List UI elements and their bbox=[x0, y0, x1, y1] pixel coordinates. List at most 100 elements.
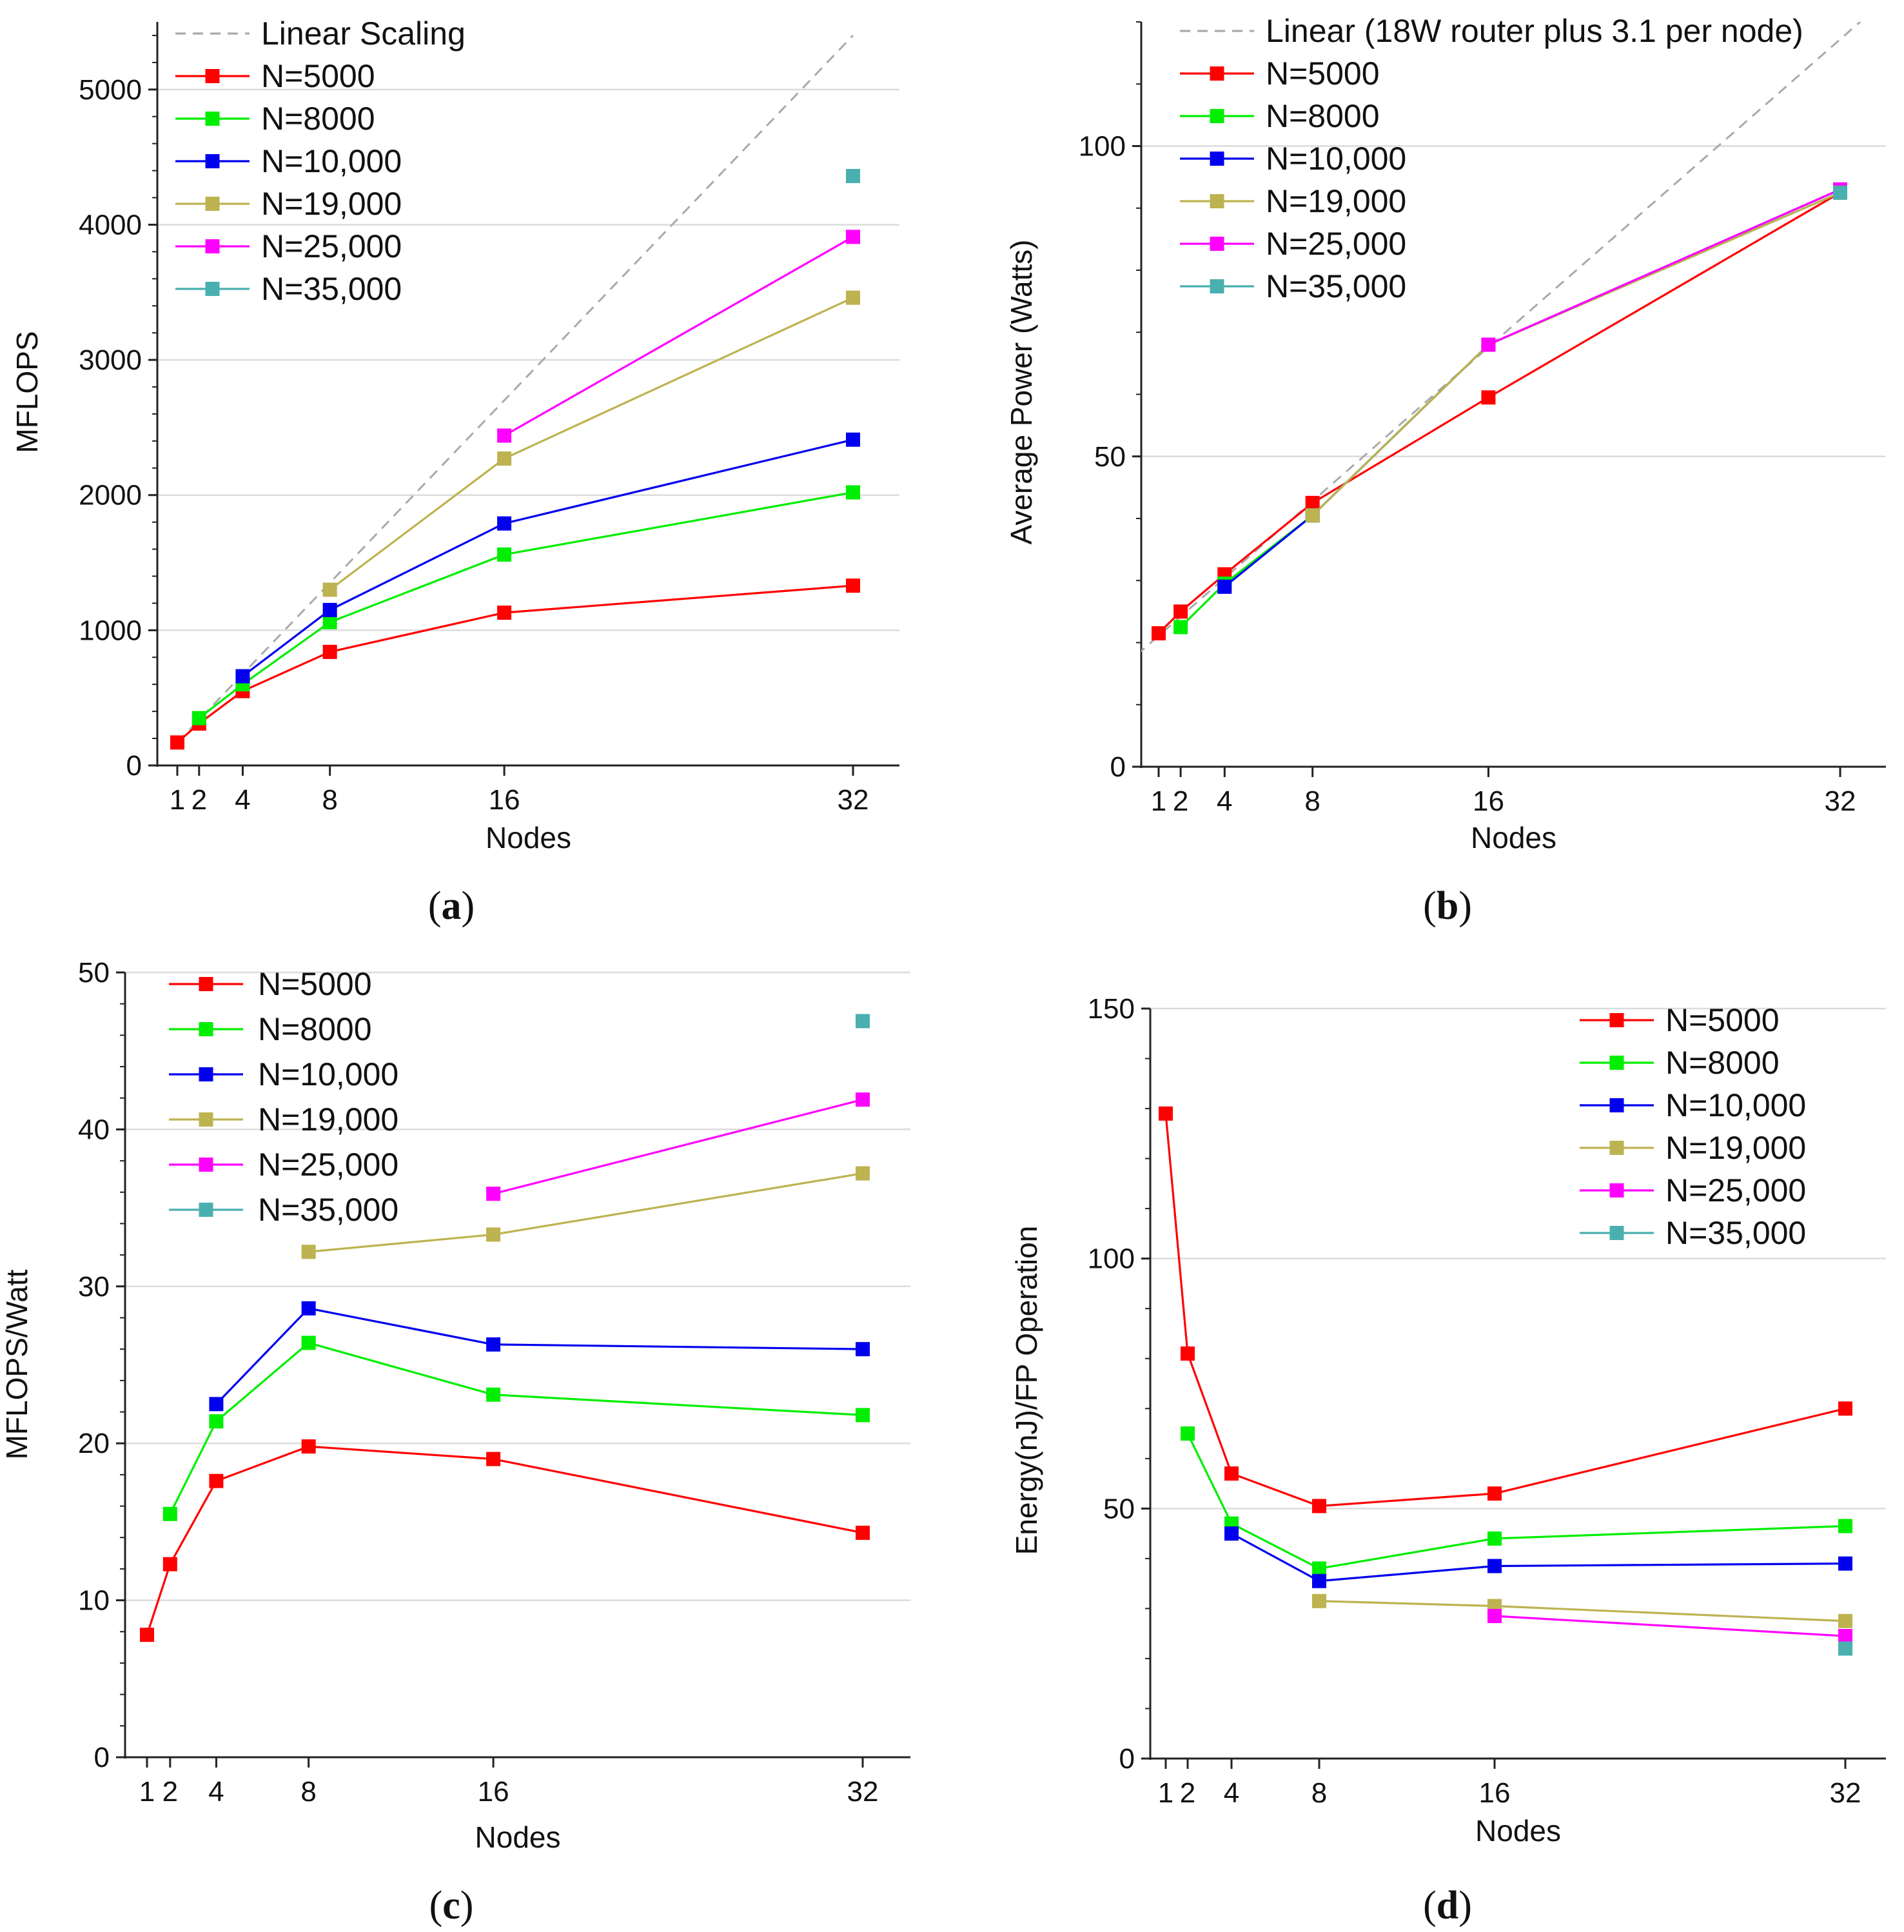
data-point-d-4-0 bbox=[1487, 1609, 1502, 1624]
chart-panel-a: 0 1000 2000 3000 4000 5000 1 2 4 8 16 32 Nodes MFLOPS… bbox=[10, 15, 899, 928]
series-line-a-5 bbox=[504, 235, 854, 437]
x-axis-title-c: Nodes bbox=[475, 1820, 561, 1854]
x-tick-label-d-0: 1 bbox=[1158, 1777, 1173, 1809]
legend-c: N=5000 N=8000 N=10,000 N=19,000 N=25,000 N=35… bbox=[169, 966, 398, 1228]
legend-label-b-5: N=25,000 bbox=[1266, 226, 1406, 262]
data-point-c-1-2 bbox=[301, 1336, 316, 1350]
data-point-a-3-2 bbox=[497, 516, 512, 531]
legend-label-a-4: N=19,000 bbox=[261, 186, 402, 222]
legend-marker-b-6 bbox=[1210, 279, 1224, 293]
data-point-b-1-4 bbox=[1481, 390, 1496, 405]
legend-label-a-5: N=25,000 bbox=[261, 228, 402, 264]
plot-area-a bbox=[170, 34, 860, 750]
data-point-b-2-0 bbox=[1173, 620, 1188, 635]
data-point-d-0-5 bbox=[1838, 1401, 1852, 1416]
y-tick-label-a-4: 4000 bbox=[79, 209, 142, 241]
legend-label-d-5: N=35,000 bbox=[1665, 1215, 1806, 1251]
legend-marker-a-4 bbox=[205, 197, 220, 211]
data-point-a-2-0 bbox=[191, 711, 206, 725]
series-line-b-5 bbox=[1487, 188, 1841, 346]
legend-label-b-2: N=8000 bbox=[1266, 98, 1380, 134]
panel-caption-a: (a) bbox=[428, 884, 475, 928]
y-tick-label-a-0: 0 bbox=[126, 750, 142, 782]
data-point-d-0-3 bbox=[1312, 1499, 1326, 1513]
data-point-b-5-0 bbox=[1481, 337, 1496, 352]
legend-b: Linear (18W router plus 3.1 per node) N=5… bbox=[1180, 13, 1803, 304]
legend-marker-d-5 bbox=[1609, 1226, 1624, 1240]
x-tick-label-d-2: 4 bbox=[1224, 1777, 1239, 1809]
legend-label-b-1: N=5000 bbox=[1266, 55, 1380, 92]
data-point-a-4-1 bbox=[497, 451, 512, 466]
legend-label-a-3: N=10,000 bbox=[261, 143, 402, 179]
panel-caption-letter-c: c bbox=[442, 1884, 460, 1927]
y-axis-title-a: MFLOPS bbox=[10, 331, 44, 453]
data-point-a-2-2 bbox=[322, 615, 337, 629]
data-point-b-1-3 bbox=[1305, 495, 1320, 510]
series-line-a-0 bbox=[176, 34, 854, 744]
legend-label-c-4: N=25,000 bbox=[258, 1147, 398, 1183]
chart-panel-b: 0 50 100 1 2 4 8 16 32 Nodes Average Power (Watts)… bbox=[1005, 13, 1886, 928]
y-tick-label-c-1: 10 bbox=[78, 1585, 110, 1617]
y-tick-label-d-1: 50 bbox=[1103, 1493, 1135, 1524]
data-point-a-2-4 bbox=[846, 485, 860, 500]
legend-label-a-6: N=35,000 bbox=[261, 271, 402, 307]
legend-marker-c-1 bbox=[199, 1022, 213, 1036]
y-tick-label-b-0: 0 bbox=[1110, 751, 1126, 783]
data-point-d-0-0 bbox=[1159, 1106, 1173, 1121]
legend-marker-d-2 bbox=[1609, 1098, 1624, 1112]
series-line-d-3 bbox=[1319, 1600, 1846, 1622]
series-line-d-0 bbox=[1164, 1113, 1846, 1508]
y-tick-label-a-1: 1000 bbox=[79, 615, 142, 646]
legend-marker-a-1 bbox=[205, 69, 220, 83]
legend-marker-c-5 bbox=[199, 1203, 213, 1217]
x-tick-label-c-4: 16 bbox=[478, 1776, 509, 1808]
x-tick-label-a-4: 16 bbox=[489, 784, 520, 816]
data-point-d-3-2 bbox=[1838, 1613, 1852, 1628]
legend-marker-b-1 bbox=[1210, 66, 1224, 81]
legend-marker-b-2 bbox=[1210, 109, 1224, 123]
data-point-d-1-4 bbox=[1838, 1519, 1852, 1533]
data-point-d-5-0 bbox=[1838, 1641, 1852, 1656]
y-tick-label-a-3: 3000 bbox=[79, 344, 142, 376]
data-point-d-1-3 bbox=[1487, 1531, 1502, 1546]
x-tick-label-a-2: 4 bbox=[235, 784, 250, 816]
x-axis-title-b: Nodes bbox=[1471, 821, 1556, 854]
panel-caption-letter-a: a bbox=[442, 884, 462, 928]
legend-marker-d-3 bbox=[1609, 1141, 1624, 1155]
legend-marker-c-0 bbox=[199, 977, 213, 991]
legend-a: Linear Scaling N=5000 N=8000 N=10,000 N=19,0… bbox=[175, 15, 466, 307]
series-line-c-1 bbox=[169, 1341, 863, 1515]
x-tick-label-b-1: 2 bbox=[1173, 785, 1188, 817]
legend-label-b-4: N=19,000 bbox=[1266, 183, 1406, 219]
legend-label-b-6: N=35,000 bbox=[1266, 268, 1406, 304]
legend-marker-a-6 bbox=[205, 282, 220, 296]
series-line-c-2 bbox=[215, 1307, 863, 1405]
panel-caption-b: (b) bbox=[1423, 884, 1472, 928]
y-tick-label-b-1: 50 bbox=[1094, 441, 1126, 473]
x-tick-label-c-5: 32 bbox=[847, 1776, 879, 1808]
legend-marker-a-3 bbox=[205, 154, 220, 168]
y-tick-label-d-0: 0 bbox=[1119, 1743, 1135, 1775]
data-point-c-2-2 bbox=[486, 1337, 501, 1352]
data-point-b-6-0 bbox=[1833, 185, 1847, 200]
data-point-c-1-0 bbox=[162, 1506, 177, 1521]
legend-marker-c-2 bbox=[199, 1067, 213, 1081]
y-axis-title-b: Average Power (Watts) bbox=[1005, 240, 1038, 545]
data-point-c-3-2 bbox=[856, 1166, 870, 1181]
series-line-a-4 bbox=[329, 297, 854, 591]
legend-d: N=5000 N=8000 N=10,000 N=19,000 N=25,000 N=35… bbox=[1580, 1002, 1806, 1251]
data-point-c-0-3 bbox=[301, 1439, 316, 1454]
data-point-d-2-2 bbox=[1487, 1559, 1502, 1573]
plot-area-d bbox=[1159, 1106, 1852, 1656]
data-point-b-1-1 bbox=[1173, 604, 1188, 619]
panel-caption-letter-d: d bbox=[1437, 1884, 1458, 1927]
data-point-c-3-0 bbox=[301, 1245, 316, 1259]
plot-area-c bbox=[140, 1014, 870, 1642]
data-point-d-2-1 bbox=[1312, 1573, 1326, 1588]
data-point-c-0-0 bbox=[140, 1628, 154, 1642]
data-point-a-4-0 bbox=[322, 582, 337, 597]
data-point-d-0-4 bbox=[1487, 1486, 1502, 1501]
legend-label-d-3: N=19,000 bbox=[1665, 1130, 1806, 1166]
data-point-d-4-1 bbox=[1838, 1629, 1852, 1644]
data-point-c-5-0 bbox=[856, 1014, 870, 1029]
